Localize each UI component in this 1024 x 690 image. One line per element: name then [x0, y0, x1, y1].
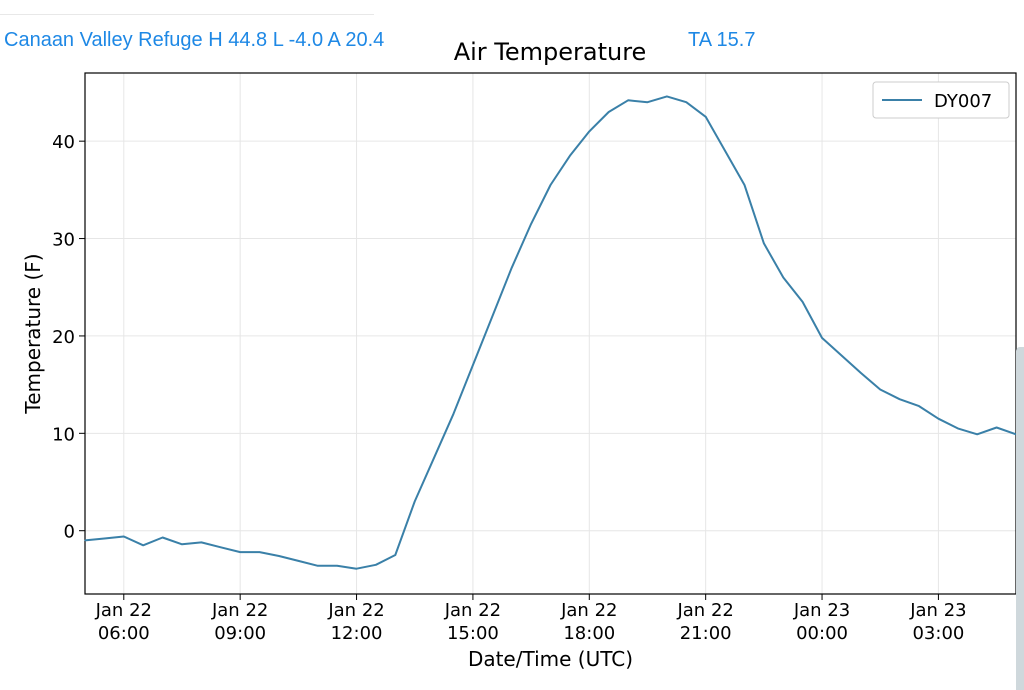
y-tick-label: 0 [64, 522, 75, 543]
data-point-dy007 [782, 276, 784, 279]
data-point-dy007 [802, 301, 804, 303]
data-point-dy007 [452, 413, 455, 415]
series-layer [84, 95, 1017, 570]
data-point-dy007 [414, 500, 416, 503]
x-tick-label-time: 12:00 [331, 623, 383, 644]
data-point-dy007 [491, 315, 493, 318]
data-point-dy007 [685, 101, 687, 103]
x-tick-label-date: Jan 22 [327, 600, 384, 621]
series-line-dy007 [84, 95, 1017, 570]
x-tick-label-date: Jan 22 [560, 600, 617, 621]
data-point-dy007 [355, 568, 358, 570]
x-tick-label-time: 06:00 [98, 623, 150, 644]
scroll-handle[interactable] [1016, 347, 1024, 690]
x-tick-label-date: Jan 22 [676, 600, 733, 621]
data-point-dy007 [549, 184, 552, 186]
data-point-dy007 [569, 155, 571, 157]
legend-entry-dy007: DY007 [934, 91, 992, 112]
data-point-dy007 [666, 95, 668, 97]
x-tick-label-time: 21:00 [680, 623, 732, 644]
data-point-dy007 [259, 551, 261, 553]
data-point-dy007 [821, 337, 823, 339]
x-tick-label-time: 15:00 [447, 623, 499, 644]
data-point-dy007 [142, 544, 144, 546]
y-tick-label: 30 [52, 230, 75, 251]
top-divider [0, 14, 374, 15]
x-tick-label-time: 00:00 [796, 623, 848, 644]
chart-title: Air Temperature [453, 38, 647, 66]
data-point-dy007 [84, 539, 86, 542]
data-point-dy007 [937, 418, 940, 420]
data-point-dy007 [103, 537, 105, 540]
x-tick-label-time: 09:00 [214, 623, 266, 644]
data-point-dy007 [763, 242, 765, 244]
x-tick-label-date: Jan 23 [793, 600, 850, 621]
data-point-dy007 [336, 565, 338, 567]
data-point-dy007 [608, 111, 610, 113]
data-point-dy007 [724, 150, 726, 152]
data-point-dy007 [588, 130, 590, 132]
data-point-dy007 [162, 536, 164, 539]
x-tick-label-date: Jan 22 [211, 600, 268, 621]
data-point-dy007 [743, 184, 746, 186]
y-tick-label: 10 [52, 424, 75, 445]
data-point-dy007 [375, 564, 377, 566]
y-axis-label: Temperature (F) [21, 253, 45, 414]
x-tick-label-date: Jan 22 [444, 600, 501, 621]
data-point-dy007 [220, 546, 222, 548]
data-point-dy007 [530, 223, 532, 225]
x-tick-label-time: 03:00 [912, 623, 964, 644]
y-tick-label: 20 [52, 327, 75, 348]
data-point-dy007 [278, 555, 280, 557]
ta-link[interactable]: TA 15.7 [688, 29, 756, 51]
x-tick-label-time: 18:00 [563, 623, 615, 644]
data-point-dy007 [511, 267, 513, 269]
data-point-dy007 [899, 398, 901, 400]
y-axis-ticks: 0 10 20 30 40 [52, 132, 85, 543]
data-point-dy007 [996, 426, 998, 429]
data-point-dy007 [879, 388, 881, 391]
plot-frame [84, 72, 1017, 595]
data-point-dy007 [918, 405, 920, 407]
y-tick-label: 40 [52, 132, 75, 153]
data-point-dy007 [200, 541, 202, 544]
data-point-dy007 [394, 554, 396, 556]
data-point-dy007 [627, 99, 629, 101]
data-point-dy007 [840, 354, 843, 356]
data-point-dy007 [957, 427, 959, 429]
x-tick-label-date: Jan 22 [95, 600, 152, 621]
x-tick-label-date: Jan 23 [909, 600, 966, 621]
data-point-dy007 [297, 560, 299, 562]
data-point-dy007 [705, 116, 707, 118]
data-point-dy007 [976, 433, 978, 435]
x-axis-label: Date/Time (UTC) [468, 647, 633, 671]
data-point-dy007 [472, 364, 474, 366]
grid [85, 73, 1016, 594]
legend-box [872, 81, 1010, 119]
data-point-dy007 [433, 457, 435, 459]
station-summary-link[interactable]: Canaan Valley Refuge H 44.8 L -4.0 A 20.… [4, 29, 385, 51]
data-point-dy007 [860, 372, 862, 374]
data-point-dy007 [646, 101, 649, 103]
legend: DY007 [872, 81, 1010, 119]
data-point-dy007 [123, 535, 125, 538]
data-point-dy007 [239, 551, 241, 553]
data-point-dy007 [317, 565, 319, 567]
data-point-dy007 [181, 543, 183, 545]
